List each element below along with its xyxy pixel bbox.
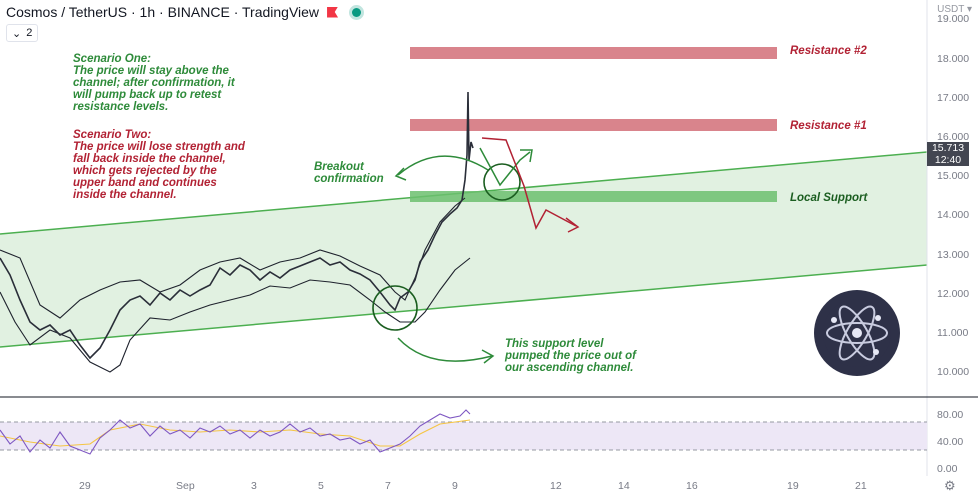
scenario-one-line: The price will stay above the (73, 65, 229, 77)
price-axis-tick[interactable]: 15.000 (937, 170, 970, 182)
scenario-one-path (479, 147, 531, 187)
support-arrowhead (481, 349, 495, 364)
price-axis-tick[interactable]: 11.000 (937, 327, 969, 339)
breakout-line: confirmation (314, 173, 384, 185)
rsi-axis-tick[interactable]: 0.00 (937, 463, 958, 475)
price-axis-tick[interactable]: 14.000 (937, 209, 970, 221)
settings-gear-icon[interactable]: ⚙ (944, 478, 956, 493)
breakout-note: Breakout confirmation (314, 161, 384, 185)
scenario-two-line: Scenario Two: (73, 129, 152, 141)
indicator-count: 2 (26, 27, 33, 39)
support-note-line: our ascending channel. (505, 362, 634, 374)
time-axis-tick[interactable]: 19 (787, 480, 799, 492)
scenario-two-line: The price will lose strength and (73, 141, 245, 153)
scenario-two-line: fall back inside the channel, (73, 153, 226, 165)
time-axis-tick[interactable]: 3 (251, 480, 257, 492)
scenario-two-arrowhead (565, 217, 580, 233)
price-axis-tick[interactable]: 19.000 (937, 13, 970, 25)
rsi-line (0, 409, 471, 455)
time-axis-tick[interactable]: 12 (550, 480, 562, 492)
support-note-line: This support level (505, 338, 604, 350)
resistance-1-label: Resistance #1 (790, 120, 867, 132)
scenario-one-line: resistance levels. (73, 101, 169, 113)
rsi-axis-tick[interactable]: 80.00 (937, 409, 964, 421)
time-axis-tick[interactable]: Sep (176, 480, 195, 492)
price-axis-tick[interactable]: 18.000 (937, 53, 970, 65)
resistance-2-label: Resistance #2 (790, 45, 867, 57)
time-axis-tick[interactable]: 9 (452, 480, 458, 492)
resistance-2-zone (410, 47, 777, 59)
support-note-line: pumped the price out of (505, 350, 636, 362)
breakout-line: Breakout (314, 161, 364, 173)
price-axis-tick[interactable]: 17.000 (937, 92, 970, 104)
support-arrow (397, 337, 493, 362)
scenario-two-line: which gets rejected by the (73, 165, 217, 177)
scenario-one-note: Scenario One: The price will stay above … (73, 53, 235, 113)
flag-icon[interactable] (327, 6, 339, 18)
time-axis-tick[interactable]: 29 (79, 480, 91, 492)
scenario-one-line: channel; after confirmation, it (73, 77, 235, 89)
atom-icon (823, 299, 891, 367)
chevron-down-icon: ⌄ (12, 27, 22, 40)
scenario-one-line: Scenario One: (73, 53, 151, 65)
time-axis-tick[interactable]: 16 (686, 480, 698, 492)
rsi-axis-tick[interactable]: 40.00 (937, 436, 964, 448)
chart-header: Cosmos / TetherUS · 1h · BINANCE · Tradi… (0, 0, 362, 24)
rsi-ma-line (0, 419, 471, 447)
scenario-one-arrowhead (520, 149, 533, 163)
price-axis-tick[interactable]: 12.000 (937, 288, 970, 300)
current-price: 15.713 (931, 142, 965, 154)
price-candles (0, 91, 474, 360)
currency-selector[interactable]: USDT ▾ (937, 4, 972, 15)
support-circle (372, 285, 418, 331)
price-axis-tick[interactable]: 16.000 (937, 131, 970, 143)
rsi-band (0, 422, 927, 450)
breakout-arrowhead (394, 167, 407, 181)
time-axis-tick[interactable]: 21 (855, 480, 867, 492)
support-note: This support level pumped the price out … (505, 338, 636, 374)
scenario-two-path (481, 137, 577, 230)
breakout-circle (483, 163, 521, 201)
local-support-label: Local Support (790, 192, 868, 204)
time-axis-tick[interactable]: 14 (618, 480, 630, 492)
market-status-icon (352, 7, 362, 17)
bollinger-lower-band (0, 257, 471, 373)
scenario-one-line: will pump back up to retest (73, 89, 222, 101)
scenario-two-line: inside the channel. (73, 189, 177, 201)
time-axis-tick[interactable]: 5 (318, 480, 324, 492)
current-price-badge: 15.713 12:40 (927, 142, 969, 166)
time-axis-tick[interactable]: 7 (385, 480, 391, 492)
price-axis-tick[interactable]: 13.000 (937, 249, 970, 261)
indicator-collapse-button[interactable]: ⌄ 2 (6, 24, 39, 42)
local-support-zone (410, 191, 777, 202)
resistance-1-zone (410, 119, 777, 131)
channel-lower-line (0, 264, 928, 348)
price-axis-tick[interactable]: 10.000 (937, 366, 970, 378)
symbol-title[interactable]: Cosmos / TetherUS · 1h · BINANCE · Tradi… (6, 4, 320, 20)
candle-countdown: 12:40 (934, 154, 962, 166)
scenario-two-note: Scenario Two: The price will lose streng… (73, 129, 245, 201)
scenario-two-line: upper band and continues (73, 177, 217, 189)
breakout-arrow (397, 155, 489, 176)
cosmos-logo (814, 290, 900, 376)
